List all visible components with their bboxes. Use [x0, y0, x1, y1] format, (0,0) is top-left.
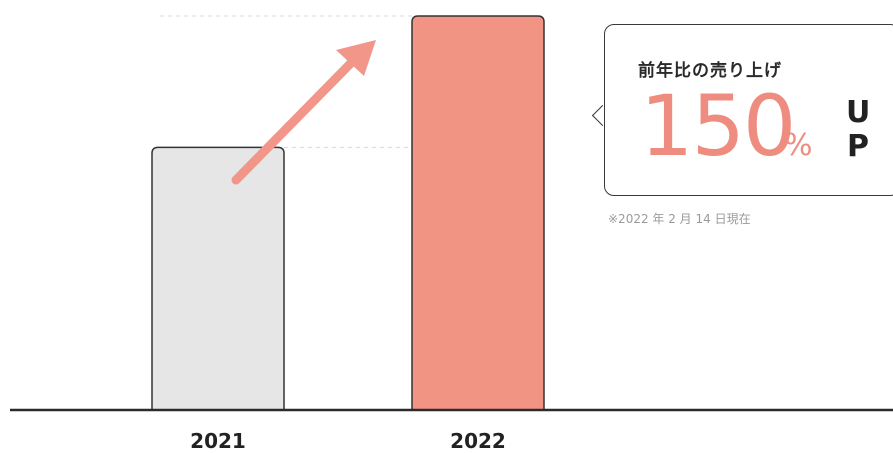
callout-box: [604, 24, 893, 196]
x-tick-label: 2021: [190, 429, 246, 453]
callout-value: 150: [640, 77, 796, 175]
date-note: ※2022 年 2 月 14 日現在: [608, 212, 751, 226]
x-tick-label: 2022: [450, 429, 506, 453]
up-right-arrow-icon: [231, 40, 376, 185]
callout-unit: %: [784, 128, 813, 163]
callout-suffix: UP: [846, 95, 871, 164]
callout-title: 前年比の売り上げ: [638, 61, 782, 81]
bar-2022: [411, 15, 545, 411]
bar-2021: [151, 146, 285, 411]
